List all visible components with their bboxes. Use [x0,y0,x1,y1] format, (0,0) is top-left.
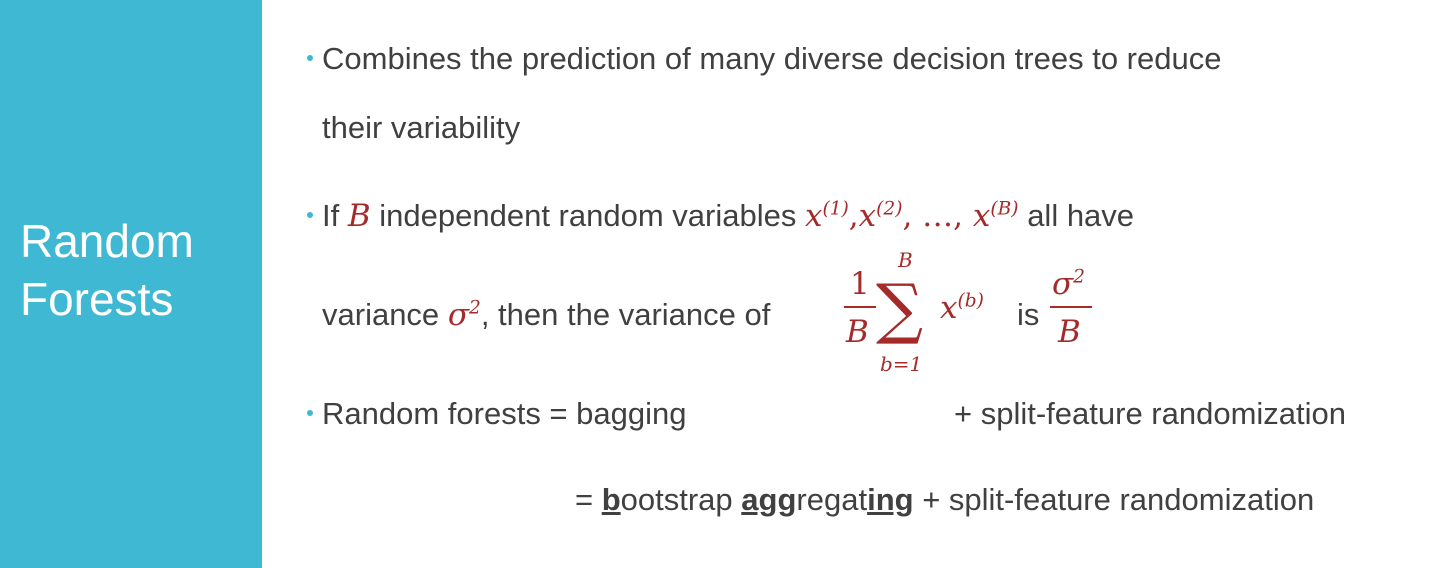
text-then: , then the variance of [480,297,771,332]
sidebar-panel: Random Forests [0,0,262,568]
math-sigma: σ [447,297,469,333]
bullet2-line2: variance σ2, then the variance of [322,297,770,333]
bullet3-line1-right: + split-feature randomization [954,396,1347,431]
math-frac-numerator: 1 [850,266,870,302]
math-sup-1: (1) [822,198,849,220]
math-xB: x [972,198,991,234]
math-result-denominator: B [1058,314,1081,350]
slide-title-line2: Forests [20,273,174,325]
math-sup-B: (B) [990,198,1019,220]
text-if: If [322,198,340,233]
math-result-numerator: σ2 [1052,266,1085,302]
math-comma: , [848,198,859,234]
bullet-dot [307,55,313,61]
math-x1: x [804,198,823,234]
math-sup-2: (2) [876,198,903,220]
text-ootstrap: ootstrap [620,482,742,517]
text-all-have: all have [1027,198,1135,233]
slide-title-line1: Random [20,215,194,267]
text-is: is [1017,297,1040,332]
text-variance: variance [322,297,440,332]
math-dots: , …, [902,198,973,234]
bullet3-line2: = bootstrap aggregating + split-feature … [575,482,1314,518]
math-result-bar [1050,306,1092,308]
math-sum-sup: (b) [957,290,984,312]
bullet1-line2: their variability [322,110,521,145]
text-independent: independent random variables [379,198,797,233]
bullet2-line1: If B independent random variables x(1),x… [322,198,1134,234]
math-result-sigma: σ [1052,266,1074,302]
math-sigma-squared: σ2 [448,297,481,333]
slide-title: Random Forests [20,212,256,328]
math-frac-denominator: B [846,314,869,350]
bullet1-line1: Combines the prediction of many diverse … [322,41,1222,76]
underlined-ing: ing [867,482,914,517]
math-frac-bar [844,306,876,308]
math-sum-lower: b=1 [880,352,923,376]
math-summation-symbol: ∑ [876,270,924,347]
bullet-dot [307,212,313,218]
text-regat: regat [796,482,868,517]
math-sum-term: x(b) [940,290,984,326]
math-x2: x [858,198,877,234]
text-split-feature: + split-feature randomization [913,482,1315,517]
math-x-sequence: x(1),x(2), …, x(B) [805,198,1019,234]
underlined-agg: agg [741,482,797,517]
bullet3-line1-left: Random forests = bagging [322,396,687,431]
underlined-b: b [601,482,621,517]
math-var-B: B [347,198,371,234]
bullet-dot [307,410,313,416]
text-equals: = [575,482,602,517]
math-result-sq: 2 [1073,266,1086,288]
math-sum-upper: B [898,248,913,272]
math-sq: 2 [468,297,481,319]
math-sum-x: x [940,290,958,326]
